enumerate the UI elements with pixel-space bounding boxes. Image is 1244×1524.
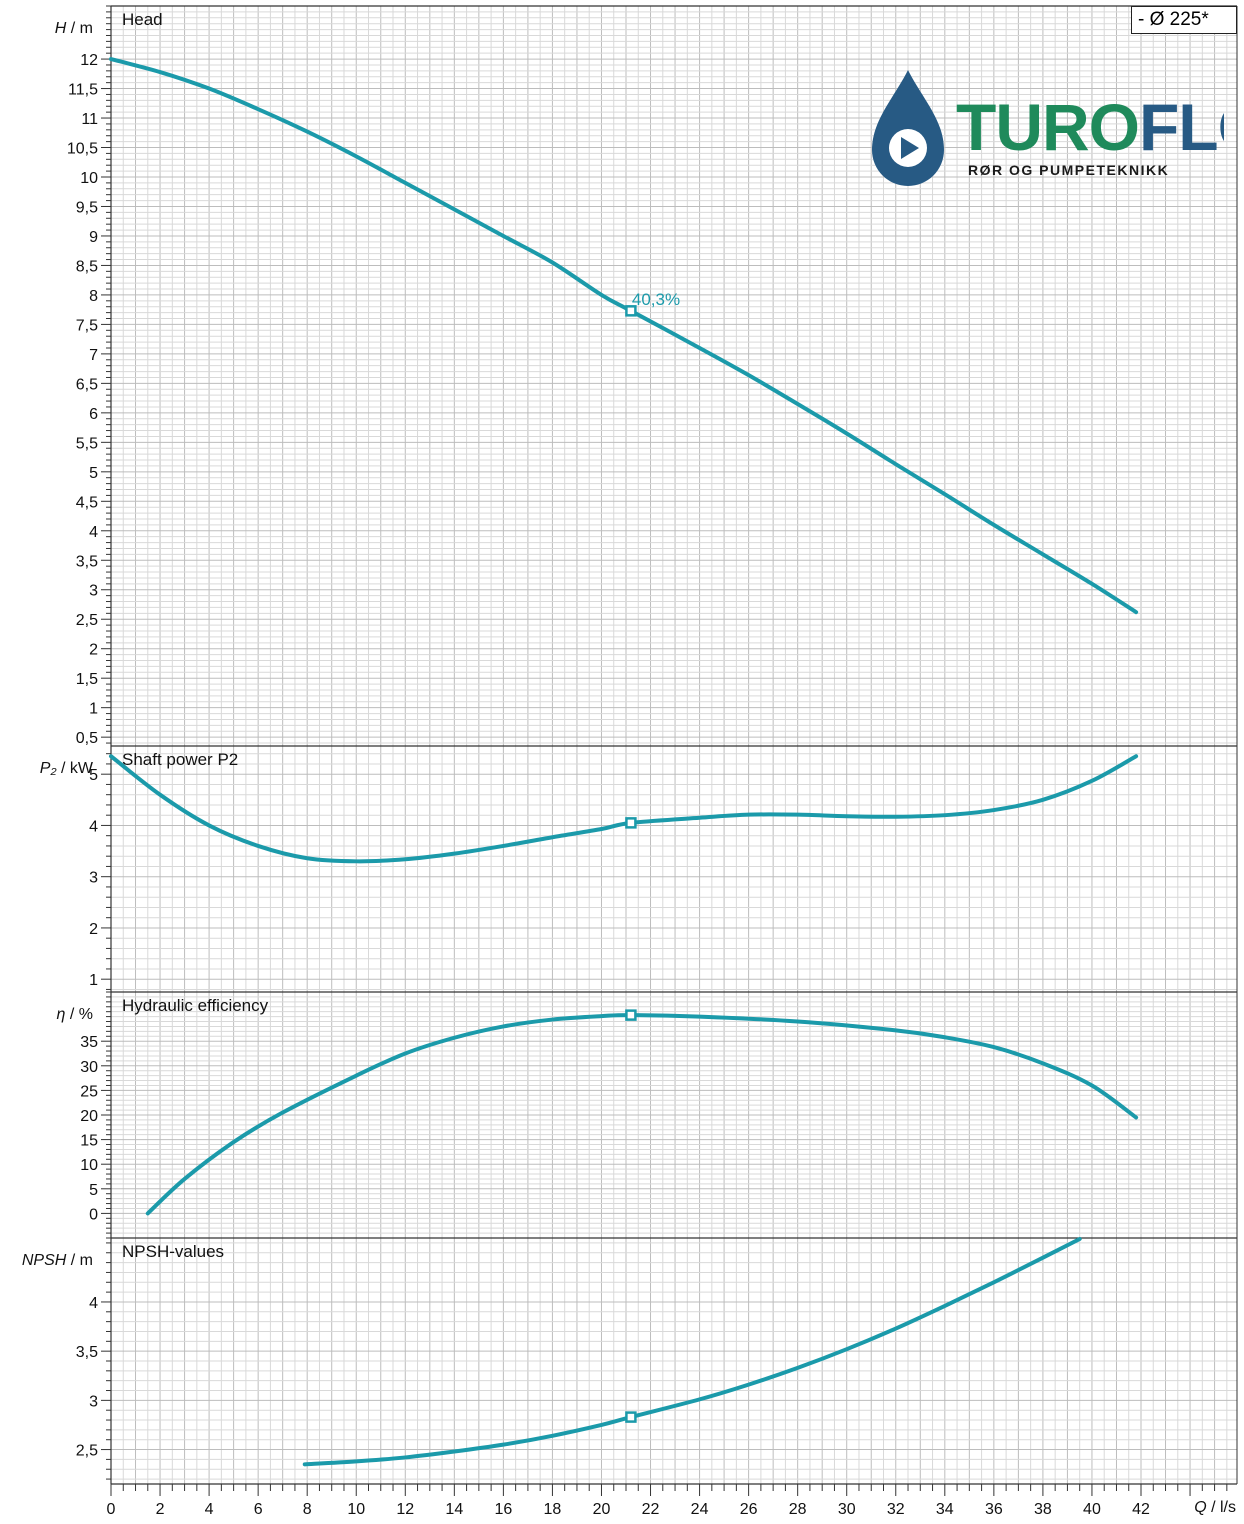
y-axis-label: P₂ / kW: [40, 760, 94, 777]
x-tick-label: 30: [838, 1501, 856, 1518]
y-tick-label: 3: [89, 583, 98, 600]
y-tick-label: 1,5: [76, 671, 98, 688]
x-tick-label: 14: [445, 1501, 463, 1518]
legend-box: - Ø 225*: [1131, 6, 1237, 34]
y-tick-label: 5,5: [76, 435, 98, 452]
y-tick-label: 2: [89, 921, 98, 938]
y-tick-label: 3,5: [76, 1344, 98, 1361]
x-tick-label: 0: [107, 1501, 116, 1518]
x-tick-label: 4: [205, 1501, 214, 1518]
duty-point-marker: [625, 305, 637, 317]
x-tick-label: 16: [494, 1501, 512, 1518]
y-tick-label: 9,5: [76, 199, 98, 216]
panel-1: 1 2 3 4 5 Shaft power P2 P₂ / kW: [40, 745, 1238, 992]
x-tick-label: 2: [156, 1501, 165, 1518]
y-tick-label: 6,5: [76, 376, 98, 393]
y-tick-label: 11,5: [68, 82, 98, 99]
x-tick-label: 10: [347, 1501, 365, 1518]
y-axis-label: H / m: [55, 20, 93, 37]
y-tick-label: 6: [89, 406, 98, 423]
logo-brand: TUROFLOW: [956, 90, 1224, 164]
y-axis-label: η / %: [57, 1006, 93, 1023]
y-tick-label: 12: [80, 52, 98, 69]
y-tick-label: 10,5: [67, 141, 98, 158]
y-tick-label: 1: [89, 972, 98, 989]
y-tick-label: 3: [89, 870, 98, 887]
x-tick-label: 20: [593, 1501, 611, 1518]
x-axis-label: Q / l/s: [1194, 1499, 1236, 1516]
x-tick-label: 22: [642, 1501, 660, 1518]
y-tick-label: 8: [89, 288, 98, 305]
y-axis-label: NPSH / m: [22, 1252, 93, 1269]
series-line: [109, 754, 1139, 864]
y-tick-label: 0,5: [76, 730, 98, 747]
x-tick-label: 38: [1034, 1501, 1052, 1518]
series-line: [302, 1236, 1082, 1467]
legend-label: - Ø 225*: [1138, 9, 1209, 30]
y-tick-label: 4,5: [76, 494, 98, 511]
y-tick-label: 10: [80, 1157, 98, 1174]
panel-title: Head: [122, 10, 163, 29]
x-tick-label: 24: [691, 1501, 709, 1518]
y-tick-label: 25: [80, 1083, 98, 1100]
duty-point-marker: [625, 1009, 637, 1021]
y-tick-label: 4: [89, 818, 98, 835]
efficiency-annotation: 40,3%: [632, 290, 680, 309]
x-tick-label: 8: [303, 1501, 312, 1518]
x-tick-label: 26: [740, 1501, 758, 1518]
y-tick-label: 5: [89, 1182, 98, 1199]
duty-point-marker: [625, 817, 637, 829]
y-tick-label: 2,5: [76, 1443, 98, 1460]
panel-3: 2,5 3 3,5 4 NPSH-values NPSH / m: [22, 1236, 1238, 1485]
y-tick-label: 7,5: [76, 317, 98, 334]
y-tick-label: 1: [89, 701, 98, 718]
x-tick-label: 32: [887, 1501, 905, 1518]
y-tick-label: 4: [89, 1295, 98, 1312]
y-tick-label: 3,5: [76, 553, 98, 570]
logo-tagline: RØR OG PUMPETEKNIKK: [968, 162, 1169, 178]
y-tick-label: 4: [89, 524, 98, 541]
y-tick-label: 30: [80, 1059, 98, 1076]
panel-title: NPSH-values: [122, 1242, 224, 1261]
y-tick-label: 5: [89, 465, 98, 482]
y-tick-label: 11: [81, 111, 98, 128]
series-line: [145, 1013, 1139, 1216]
x-tick-label: 28: [789, 1501, 807, 1518]
y-tick-label: 2,5: [76, 612, 98, 629]
y-tick-label: 3: [89, 1393, 98, 1410]
x-tick-label: 18: [544, 1501, 562, 1518]
y-tick-label: 7: [89, 347, 98, 364]
x-tick-label: 40: [1083, 1501, 1101, 1518]
y-tick-label: 15: [80, 1133, 98, 1150]
y-tick-label: 5: [89, 767, 98, 784]
y-tick-label: 10: [80, 170, 98, 187]
panel-title: Shaft power P2: [122, 750, 238, 769]
y-tick-label: 9: [89, 229, 98, 246]
y-tick-label: 20: [80, 1108, 98, 1125]
turoflow-logo: TUROFLOW RØR OG PUMPETEKNIKK: [864, 58, 1244, 192]
x-tick-label: 42: [1132, 1501, 1150, 1518]
panel-0: 0,511,522,533,544,555,566,577,588,599,51…: [55, 5, 1238, 747]
x-tick-label: 12: [396, 1501, 414, 1518]
x-tick-label: 36: [985, 1501, 1003, 1518]
x-tick-label: 34: [936, 1501, 954, 1518]
panel-2: 0 5 10 15 20 25 30 35 Hydraulic efficiency η / %: [57, 991, 1238, 1239]
x-tick-label: 6: [254, 1501, 263, 1518]
panel-title: Hydraulic efficiency: [122, 996, 269, 1015]
y-tick-label: 35: [80, 1034, 98, 1051]
y-tick-label: 2: [89, 642, 98, 659]
duty-point-marker: [625, 1411, 637, 1423]
y-tick-label: 0: [89, 1206, 98, 1223]
y-tick-label: 8,5: [76, 258, 98, 275]
series-line: [109, 57, 1139, 615]
play-drop-icon: TUROFLOW RØR OG PUMPETEKNIKK: [872, 70, 1244, 186]
